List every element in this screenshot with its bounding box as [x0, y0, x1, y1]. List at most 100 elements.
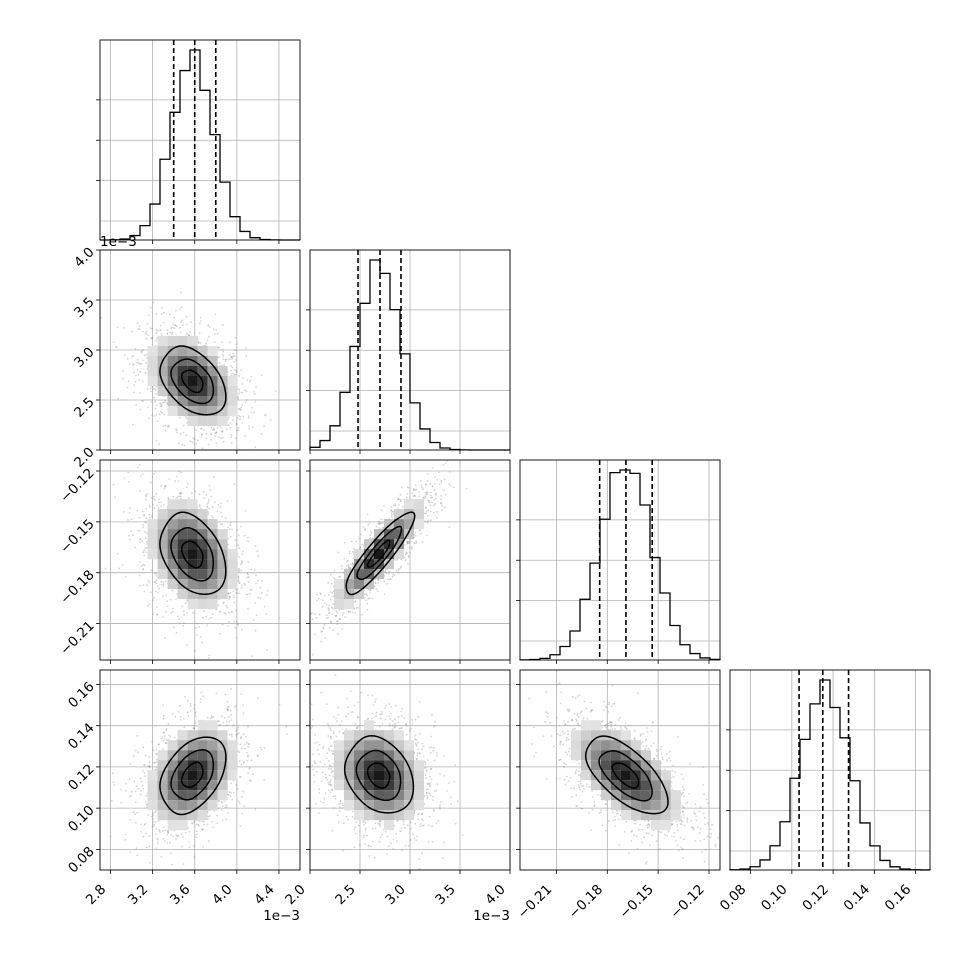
scatter-point	[311, 653, 314, 656]
scatter-point	[221, 523, 224, 525]
scatter-point	[441, 509, 443, 511]
scatter-point	[250, 375, 253, 378]
scatter-point	[240, 693, 243, 695]
scatter-point	[407, 554, 410, 557]
scatter-point	[388, 572, 390, 575]
scatter-point	[352, 557, 355, 559]
scatter-point	[152, 301, 155, 304]
scatter-point	[211, 428, 214, 431]
scatter-point	[460, 458, 462, 460]
scatter-point	[190, 321, 193, 324]
scatter-point	[355, 540, 357, 543]
scatter-point	[328, 627, 331, 629]
scatter-point	[400, 486, 403, 488]
scatter-point	[124, 833, 127, 836]
scatter-point	[336, 623, 339, 625]
scatter-point	[408, 540, 411, 543]
density-cell	[177, 559, 188, 570]
scatter-point	[238, 556, 240, 558]
scatter-point	[132, 355, 135, 357]
scatter-point	[380, 522, 383, 525]
scatter-point	[156, 585, 159, 588]
scatter-point	[187, 452, 189, 454]
scatter-point	[178, 622, 181, 625]
scatter-point	[224, 517, 227, 519]
scatter-point	[175, 631, 178, 634]
density-cell	[344, 579, 354, 590]
scatter-point	[167, 425, 170, 428]
scatter-point	[407, 556, 410, 558]
scatter-point	[145, 498, 147, 501]
scatter-point	[390, 505, 392, 508]
scatter-point	[301, 637, 303, 639]
scatter-point	[448, 471, 451, 473]
scatter-point	[127, 471, 130, 474]
scatter-point	[178, 470, 181, 473]
scatter-point	[155, 590, 157, 593]
panel-frame	[99, 459, 301, 661]
scatter-point	[151, 599, 154, 602]
scatter-point	[414, 495, 417, 497]
scatter-point	[303, 650, 305, 652]
scatter-point	[236, 622, 239, 625]
scatter-point	[132, 391, 135, 394]
scatter-point	[399, 500, 402, 503]
scatter-point	[182, 625, 185, 627]
scatter-point	[135, 374, 137, 377]
scatter-point	[201, 435, 203, 438]
density-cell	[364, 579, 374, 590]
scatter-point	[369, 534, 372, 537]
histogram-step	[729, 679, 931, 871]
density-cell	[217, 539, 228, 550]
scatter-point	[426, 480, 429, 482]
scatter-point	[237, 534, 240, 537]
scatter-point	[229, 521, 232, 524]
scatter-point	[155, 413, 158, 416]
scatter-point	[175, 309, 177, 312]
scatter-point	[251, 655, 254, 658]
scatter-point	[231, 356, 234, 359]
scatter-point	[231, 611, 234, 613]
scatter-point	[121, 563, 124, 566]
scatter-point	[163, 413, 166, 416]
scatter-point	[114, 496, 117, 499]
scatter-point	[246, 593, 249, 596]
scatter-point	[406, 542, 409, 545]
scatter-point	[232, 352, 234, 355]
scatter-point	[211, 506, 214, 508]
scatter-point	[160, 329, 162, 332]
density-cell	[177, 336, 188, 346]
scatter-point	[207, 818, 210, 821]
scatter-point	[195, 429, 197, 432]
density-cell	[207, 366, 218, 376]
density-cell	[227, 386, 238, 396]
scatter-point	[231, 798, 234, 801]
scatter-point	[328, 612, 331, 614]
scatter-point	[443, 478, 446, 481]
scatter-point	[205, 452, 207, 454]
scatter-point	[129, 851, 132, 853]
scatter-point	[186, 417, 188, 420]
scatter-point	[163, 401, 166, 404]
scatter-point	[175, 325, 178, 328]
scatter-point	[226, 606, 228, 609]
density-cell	[217, 406, 228, 416]
scatter-point	[253, 391, 256, 393]
scatter-point	[104, 567, 107, 570]
scatter-point	[186, 486, 188, 488]
scatter-point	[341, 567, 343, 570]
scatter-point	[141, 330, 144, 333]
scatter-point	[217, 356, 220, 358]
density-cell	[167, 519, 178, 530]
density-cell	[147, 519, 158, 530]
scatter-point	[199, 507, 202, 510]
scatter-point	[189, 331, 192, 333]
scatter-point	[366, 602, 369, 605]
scatter-point	[424, 495, 427, 498]
scatter-point	[128, 538, 131, 541]
scatter-point	[146, 806, 148, 809]
scatter-point	[163, 321, 166, 324]
scatter-point	[201, 828, 204, 831]
scatter-point	[419, 529, 422, 531]
scatter-point	[210, 495, 213, 498]
